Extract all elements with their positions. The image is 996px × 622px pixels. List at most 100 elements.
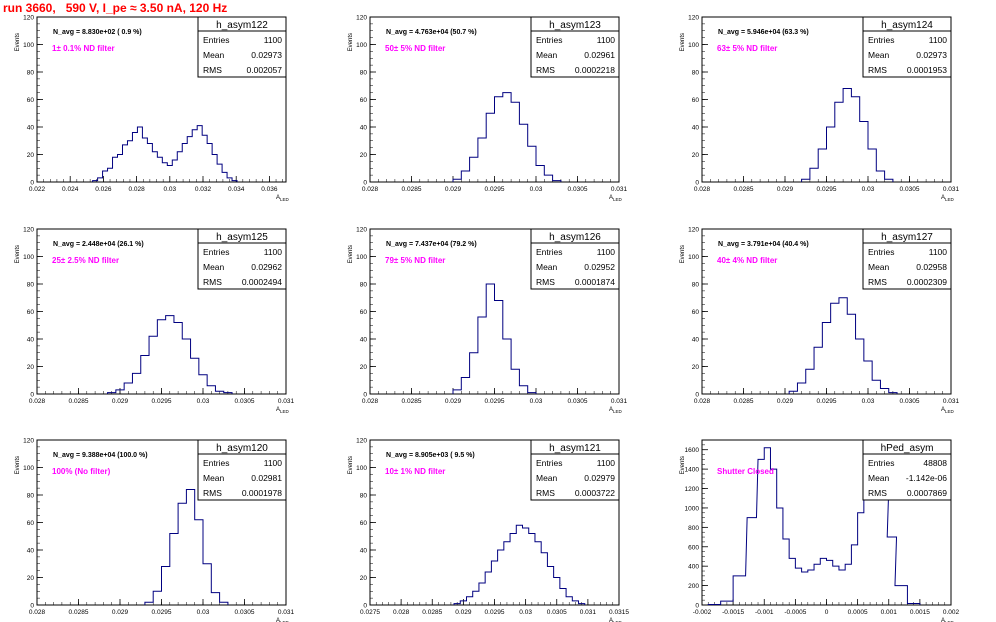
filter-annotation: 10± 1% ND filter — [385, 467, 445, 476]
x-axis-title: ALED — [276, 195, 290, 202]
stats-label: RMS — [868, 65, 887, 75]
x-tick-label: 0.034 — [228, 186, 245, 193]
x-tick-label: 0.026 — [95, 186, 112, 193]
x-tick-label: 0.028 — [694, 186, 711, 193]
histogram-panel-h_asym127: 0 20 40 60 80 100 120 0.028 0.0285 0.029 0.0295 0.0… — [680, 227, 960, 415]
y-tick-label: 100 — [356, 42, 367, 49]
y-tick-label: 60 — [360, 309, 368, 316]
x-tick-label: 0.03 — [530, 186, 543, 193]
y-axis-title: Events — [15, 456, 21, 474]
x-tick-label: 0.0305 — [900, 398, 920, 405]
y-tick-label: 100 — [23, 42, 34, 49]
histogram-name: h_asym122 — [216, 20, 268, 31]
stats-label: RMS — [536, 488, 555, 498]
stats-label: Mean — [203, 262, 225, 272]
y-tick-label: 0 — [363, 392, 367, 399]
x-tick-label: 0.0275 — [360, 609, 380, 616]
x-tick-label: -0.0015 — [722, 609, 744, 616]
y-tick-label: 100 — [356, 254, 367, 261]
stats-label: Mean — [536, 50, 558, 60]
stats-label: RMS — [203, 277, 222, 287]
y-tick-label: 800 — [688, 525, 699, 532]
y-tick-label: 100 — [688, 42, 699, 49]
histogram-panel-h_asym121: 0 20 40 60 80 100 120 0.0275 0.028 0.0285 0.029 0.0… — [348, 438, 629, 622]
y-tick-label: 80 — [360, 493, 368, 500]
stats-label: Entries — [536, 458, 562, 468]
x-tick-label: 0.031 — [278, 609, 295, 616]
x-tick-label: 0.028 — [29, 398, 46, 405]
stats-label: RMS — [203, 488, 222, 498]
x-tick-label: 0.028 — [128, 186, 145, 193]
y-tick-label: 0 — [30, 603, 34, 610]
stats-value: 0.02973 — [251, 50, 282, 60]
histogram-name: h_asym126 — [549, 232, 601, 243]
x-tick-label: 0.029 — [777, 186, 794, 193]
stats-value: 1100 — [264, 247, 283, 257]
y-axis-title: Events — [680, 245, 686, 263]
stats-value: 1100 — [597, 458, 616, 468]
stats-label: Entries — [868, 35, 894, 45]
stats-value: 0.0001874 — [575, 277, 615, 287]
x-tick-label: -0.0005 — [784, 609, 806, 616]
y-tick-label: 1600 — [685, 447, 700, 454]
x-tick-label: 0.024 — [62, 186, 79, 193]
x-tick-label: 0.029 — [455, 609, 472, 616]
stats-label: RMS — [868, 277, 887, 287]
histogram-name: h_asym124 — [881, 20, 933, 31]
y-tick-label: 0 — [695, 392, 699, 399]
histogram-panel-h_asym125: 0 20 40 60 80 100 120 0.028 0.0285 0.029 0.0295 0.0… — [15, 227, 295, 415]
stats-label: Mean — [203, 473, 225, 483]
y-tick-label: 1400 — [685, 467, 700, 474]
y-tick-label: 60 — [692, 97, 700, 104]
x-tick-label: 0.028 — [362, 398, 379, 405]
y-tick-label: 20 — [692, 364, 700, 371]
stats-label: RMS — [536, 65, 555, 75]
y-tick-label: 100 — [23, 254, 34, 261]
y-tick-label: 0 — [30, 392, 34, 399]
stats-box — [530, 16, 620, 78]
x-axis-title: ALED — [941, 618, 955, 622]
stats-value: 1100 — [597, 35, 616, 45]
histogram-name: h_asym127 — [881, 232, 933, 243]
y-tick-label: 1200 — [685, 486, 700, 493]
n-avg-label: N_avg = 4.763e+04 (50.7 %) — [386, 29, 477, 36]
x-axis-title: ALED — [941, 407, 955, 414]
x-tick-label: 0.031 — [943, 398, 960, 405]
y-tick-label: 20 — [27, 364, 35, 371]
stats-box — [862, 439, 952, 501]
y-tick-label: 200 — [688, 583, 699, 590]
y-tick-label: 80 — [27, 282, 35, 289]
y-tick-label: 40 — [27, 548, 35, 555]
y-tick-label: 120 — [23, 438, 34, 445]
stats-value: 1100 — [929, 247, 948, 257]
y-tick-label: 20 — [692, 152, 700, 159]
x-axis-title: ALED — [609, 618, 623, 622]
y-axis-title: Events — [680, 456, 686, 474]
x-tick-label: 0.036 — [261, 186, 278, 193]
x-tick-label: 0.03 — [519, 609, 532, 616]
x-tick-label: 0.031 — [278, 398, 295, 405]
x-tick-label: 0.0295 — [817, 398, 837, 405]
stats-label: RMS — [203, 65, 222, 75]
x-tick-label: 0.001 — [881, 609, 898, 616]
stats-label: Mean — [203, 50, 225, 60]
stats-box — [862, 228, 952, 290]
stats-value: 0.0001978 — [242, 488, 282, 498]
n-avg-label: N_avg = 2.448e+04 (26.1 %) — [53, 241, 144, 248]
stats-value: 1100 — [264, 35, 283, 45]
n-avg-label: N_avg = 3.791e+04 (40.4 %) — [718, 241, 809, 248]
y-tick-label: 60 — [27, 309, 35, 316]
x-tick-label: 0.0285 — [734, 186, 754, 193]
histogram-name: h_asym125 — [216, 232, 268, 243]
x-tick-label: 0.029 — [445, 398, 462, 405]
y-tick-label: 120 — [688, 227, 699, 234]
y-tick-label: 80 — [27, 493, 35, 500]
histogram-panel-h_asym122: 0 20 40 60 80 100 120 0.022 0.024 0.026 0.028 0.03 0… — [15, 15, 290, 203]
x-tick-label: 0.029 — [112, 609, 129, 616]
y-axis-title: Events — [348, 456, 354, 474]
y-tick-label: 100 — [688, 254, 699, 261]
stats-box — [197, 228, 287, 290]
y-tick-label: 40 — [360, 548, 368, 555]
y-tick-label: 0 — [30, 180, 34, 187]
